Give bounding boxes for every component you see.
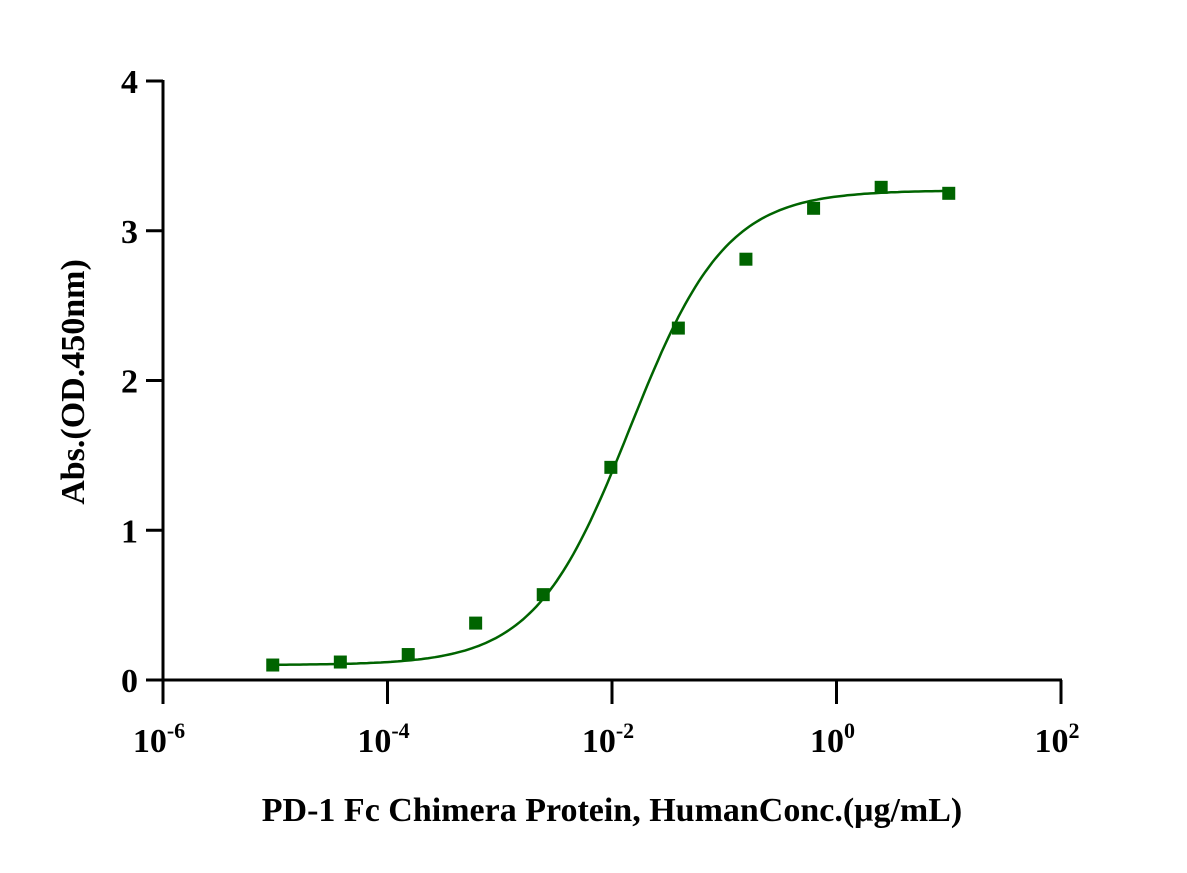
x-tick-label: 10-4 xyxy=(357,718,409,760)
data-points xyxy=(266,180,956,672)
y-tick-label: 0 xyxy=(121,663,138,700)
data-point xyxy=(942,186,956,200)
data-point xyxy=(807,201,821,215)
data-point xyxy=(469,616,483,630)
x-tick-label: 10-2 xyxy=(582,718,634,760)
data-point xyxy=(536,588,550,602)
data-point xyxy=(874,180,888,194)
x-tick-exponent: 2 xyxy=(1069,718,1080,743)
x-tick-exponent: -4 xyxy=(391,718,409,743)
x-axis-label: PD-1 Fc Chimera Protein, HumanConc.(μg/m… xyxy=(262,792,962,829)
x-tick-exponent: 0 xyxy=(844,718,855,743)
x-tick-exponent: -6 xyxy=(167,718,185,743)
y-tick-label: 4 xyxy=(121,64,138,101)
data-point xyxy=(266,658,280,672)
y-axis-label: Abs.(OD.450nm) xyxy=(55,259,92,505)
data-point xyxy=(671,321,685,335)
x-tick-label: 102 xyxy=(1035,718,1080,760)
x-tick-label: 10-6 xyxy=(133,718,185,760)
data-point xyxy=(604,460,618,474)
fit-curve xyxy=(272,189,949,667)
y-tick-label: 3 xyxy=(121,214,138,251)
data-point xyxy=(401,648,415,662)
axes: 0 1 2 3 4 10-6 10-4 10-2 100 102 xyxy=(121,64,1080,760)
data-point xyxy=(333,655,347,669)
x-tick-label: 100 xyxy=(810,718,855,760)
y-tick-label: 1 xyxy=(121,513,138,550)
data-point xyxy=(739,252,753,266)
x-tick-exponent: -2 xyxy=(616,718,634,743)
y-tick-label: 2 xyxy=(121,364,138,401)
